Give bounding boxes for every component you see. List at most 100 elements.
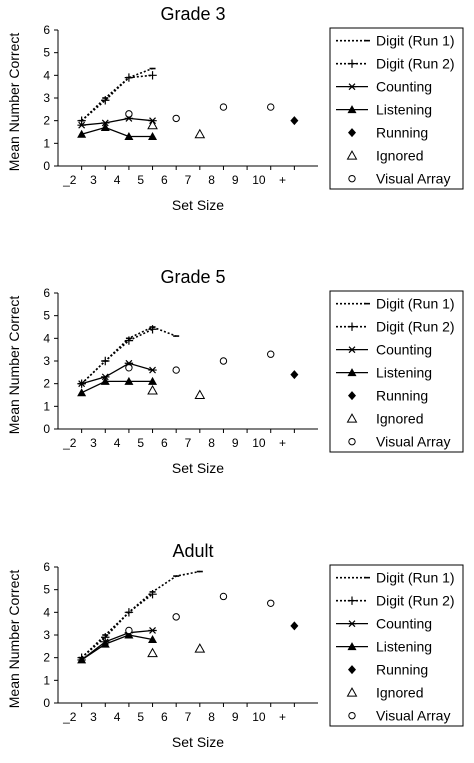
- legend-swatch-marker: [348, 391, 356, 401]
- legend-item: Listening: [336, 102, 432, 118]
- x-tick-label: 5: [137, 710, 144, 724]
- data-point: [148, 590, 157, 599]
- y-tick-label: 3: [43, 91, 50, 105]
- chart-title: Adult: [172, 541, 213, 561]
- y-tick-label: 3: [43, 628, 50, 642]
- legend-item: Digit (Run 1): [336, 570, 455, 586]
- x-tick-label: 3: [90, 710, 97, 724]
- series-5: [290, 370, 299, 380]
- x-tick-label: 7: [185, 710, 192, 724]
- data-point: [267, 103, 275, 111]
- legend-label: Ignored: [376, 411, 423, 427]
- series-line: [81, 593, 153, 659]
- legend-swatch-marker: [347, 59, 357, 68]
- series-3: [77, 359, 157, 388]
- chart-title: Grade 3: [160, 4, 225, 24]
- series-line: [81, 629, 153, 661]
- data-point: [148, 132, 158, 141]
- data-point: [101, 373, 110, 381]
- series-6: [147, 643, 206, 658]
- x-tick-label: _2: [62, 710, 77, 724]
- legend: Digit (Run 1) Digit (Run 2) Counting Listen…: [329, 290, 464, 453]
- x-tick-label: _2: [62, 436, 77, 450]
- y-axis-label: Mean Number Correct: [6, 570, 22, 709]
- data-point: [267, 599, 275, 607]
- data-point: [219, 592, 228, 601]
- legend-label: Visual Array: [376, 708, 450, 724]
- legend-item: Counting: [336, 79, 432, 95]
- x-tick-label: 9: [232, 436, 239, 450]
- legend-label: Digit (Run 2): [376, 56, 455, 72]
- series-1: [78, 67, 156, 122]
- y-tick-label: 4: [43, 68, 50, 82]
- data-point: [101, 96, 110, 105]
- x-tick-label: 8: [208, 436, 215, 450]
- data-point: [219, 103, 228, 111]
- data-point: [194, 389, 206, 399]
- series-1: [78, 326, 180, 385]
- data-point: [194, 128, 206, 139]
- x-tick-label: 10: [252, 710, 266, 724]
- series-line: [81, 117, 153, 126]
- legend-item: Running: [348, 662, 428, 678]
- legend-item: Visual Array: [348, 171, 450, 187]
- x-tick-label: 9: [232, 710, 239, 724]
- legend-label: Counting: [376, 342, 432, 358]
- legend-swatch-marker: [346, 150, 358, 160]
- y-tick-label: 1: [43, 136, 50, 150]
- data-point: [148, 376, 158, 385]
- legend-swatch-marker: [348, 711, 356, 720]
- x-tick-label: 4: [114, 173, 121, 187]
- x-axis-label: Set Size: [172, 460, 224, 476]
- legend-swatch-marker: [348, 437, 356, 446]
- data-point: [124, 376, 134, 385]
- data-point: [148, 366, 157, 374]
- legend-label: Counting: [376, 616, 432, 632]
- data-point: [77, 121, 86, 129]
- series-4: [77, 122, 158, 141]
- legend-label: Listening: [376, 102, 432, 118]
- series-2: [77, 325, 157, 388]
- legend-swatch-marker: [347, 346, 357, 354]
- x-tick-label: 6: [161, 173, 168, 187]
- legend-item: Ignored: [346, 685, 423, 701]
- legend: Digit (Run 1) Digit (Run 2) Counting Listen…: [329, 27, 464, 190]
- x-tick-label: 8: [208, 173, 215, 187]
- x-tick-label: 7: [185, 436, 192, 450]
- series-6: [147, 384, 206, 399]
- series-line: [81, 328, 153, 385]
- series-line: [81, 326, 177, 385]
- data-point: [148, 627, 157, 634]
- y-tick-label: 5: [43, 309, 50, 323]
- data-point: [77, 129, 87, 138]
- legend-swatch-marker: [346, 687, 358, 697]
- legend-swatch-marker: [346, 413, 358, 423]
- x-tick-label: 4: [114, 436, 121, 450]
- y-tick-label: 2: [43, 651, 50, 665]
- chart-panel-1: Grade 3 0 1 2 3 4 5 6 _2 3 4 5 6 7 8 9 10 + Set Size Mean N…: [6, 4, 464, 213]
- data-point: [125, 110, 133, 118]
- legend-label: Running: [376, 388, 428, 404]
- data-point: [77, 655, 87, 664]
- data-point: [147, 647, 158, 658]
- legend-label: Visual Array: [376, 434, 450, 450]
- y-axis-label: Mean Number Correct: [6, 33, 22, 172]
- data-point: [100, 639, 110, 648]
- x-tick-label: _2: [62, 173, 77, 187]
- legend-label: Visual Array: [376, 171, 450, 187]
- series-2: [77, 590, 157, 662]
- x-tick-label: 3: [90, 173, 97, 187]
- legend-item: Listening: [336, 639, 432, 655]
- x-tick-label: 8: [208, 710, 215, 724]
- legend-swatch-marker: [348, 665, 356, 675]
- legend-item: Running: [348, 125, 428, 141]
- series-line: [81, 570, 200, 659]
- chart-panel-3: Adult 0 1 2 3 4 5 6 _2 3 4 5 6 7 8 9 10 + Set Size Mean Num…: [6, 541, 464, 750]
- legend-label: Digit (Run 2): [376, 593, 455, 609]
- legend-item: Counting: [336, 616, 432, 632]
- x-axis-label: Set Size: [172, 734, 224, 750]
- data-point: [77, 388, 87, 397]
- data-point: [77, 380, 86, 388]
- series-5: [290, 621, 299, 631]
